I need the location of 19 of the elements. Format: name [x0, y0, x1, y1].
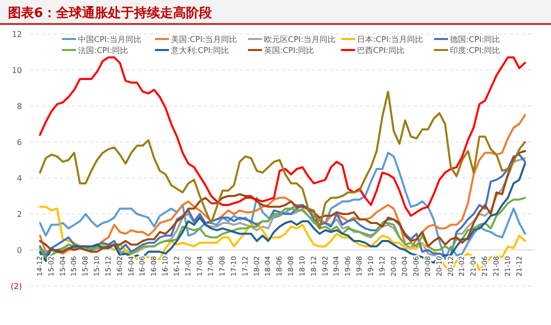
legend-label: 欧元区CPI:当月同比 — [264, 35, 336, 44]
y-tick-label: 6 — [16, 138, 22, 147]
legend-label: 巴西CPI:同比 — [357, 46, 404, 55]
legend-label: 中国CPI:当月同比 — [78, 35, 142, 44]
chart-title: 图表6：全球通胀处于持续走高阶段 — [8, 5, 214, 21]
y-tick-label: 12 — [12, 30, 22, 39]
y-tick-label: (2) — [10, 282, 22, 291]
y-tick-label: 8 — [16, 102, 22, 111]
y-tick-label: 0 — [16, 246, 22, 255]
legend-label: 意大利:CPI:同比 — [170, 46, 230, 55]
legend-label: 法国:CPI:同比 — [78, 46, 128, 55]
y-tick-label: 2 — [16, 210, 22, 219]
legend-label: 德国:CPI:同比 — [450, 35, 500, 44]
y-tick-label: 10 — [12, 66, 22, 75]
legend-label: 日本:CPI:当月同比 — [357, 35, 424, 44]
y-tick-label: 4 — [16, 174, 22, 183]
legend-label: 美国:CPI:当月同比 — [171, 35, 238, 44]
legend-label: 英国:CPI:同比 — [264, 46, 314, 55]
legend-label: 印度:CPI:同比 — [450, 46, 500, 55]
